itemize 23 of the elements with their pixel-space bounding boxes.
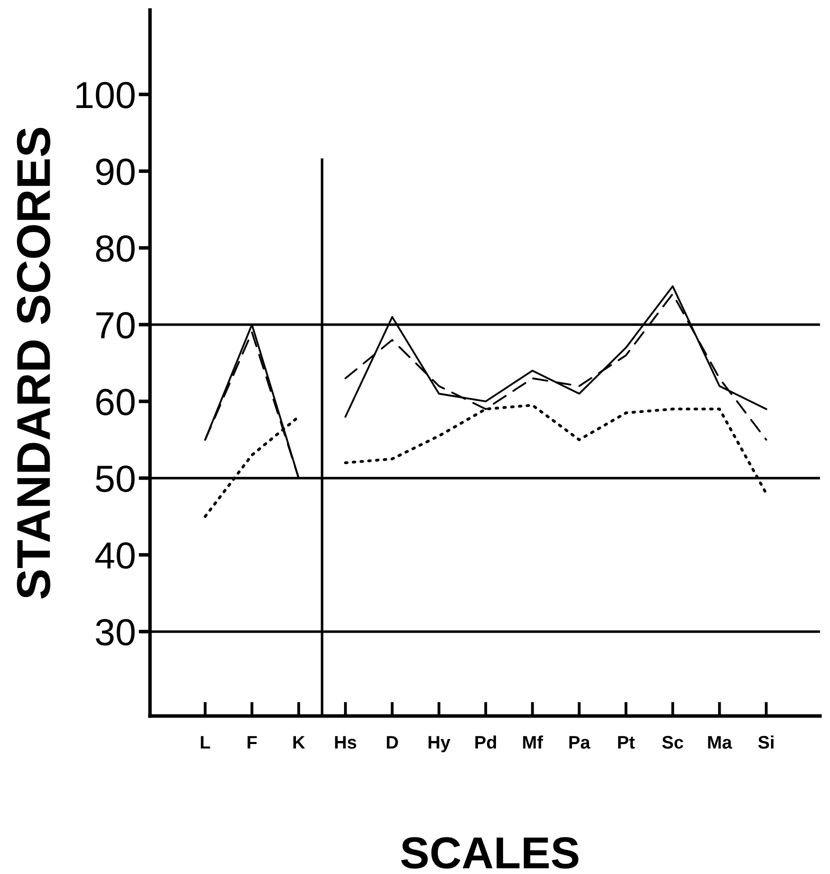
x-tick-label: F <box>248 736 257 749</box>
x-tick-label: Ma <box>708 736 732 749</box>
x-tick-label: Hy <box>428 736 450 752</box>
y-axis-title: STANDARD SCORES <box>16 128 50 599</box>
y-tick-label: 100 <box>76 82 135 108</box>
y-tick-label: 80 <box>96 235 135 262</box>
x-tick-label: K <box>293 736 306 749</box>
y-tick-label: 40 <box>95 542 135 569</box>
y-tick-label: 70 <box>96 312 135 339</box>
x-tick-label: Pa <box>569 736 590 749</box>
x-axis-title: SCALES <box>401 837 578 869</box>
y-tick-label: 90 <box>96 158 135 186</box>
x-tick-label: Sc <box>662 736 684 749</box>
x-tick-label: Pd <box>475 735 496 749</box>
x-tick-label: Hs <box>335 736 356 749</box>
y-tick-label: 30 <box>96 618 135 646</box>
y-tick-label: 50 <box>96 466 135 492</box>
x-tick-label: L <box>200 736 210 749</box>
x-tick-label: Mf <box>523 735 544 749</box>
x-tick-label: D <box>386 736 398 749</box>
x-tick-label: Si <box>758 735 774 749</box>
y-tick-label: 60 <box>96 388 135 416</box>
x-tick-label: Pt <box>618 736 635 749</box>
